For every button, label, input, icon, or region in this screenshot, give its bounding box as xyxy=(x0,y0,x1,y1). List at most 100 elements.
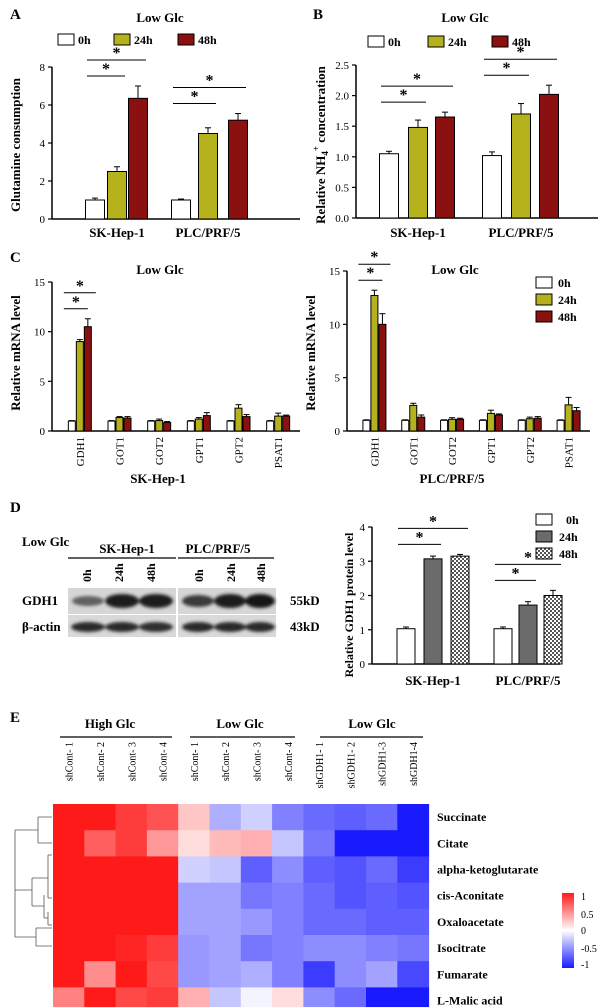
bar-0h xyxy=(67,420,76,432)
heatmap-cell xyxy=(272,987,304,1007)
heatmap-column-label: shCont- 4 xyxy=(159,742,170,781)
legend-swatch-24h xyxy=(535,293,553,306)
bar-48h xyxy=(539,93,559,219)
y-tick-label: 8 xyxy=(40,62,46,74)
significance-star: * xyxy=(366,265,374,282)
bar-0h xyxy=(226,420,235,432)
heatmap-cell xyxy=(303,856,336,884)
heatmap-dendrogram xyxy=(14,816,52,947)
legend-label-48h: 48h xyxy=(559,547,578,561)
y-tick-label: 1.5 xyxy=(335,121,349,133)
bar-48h xyxy=(417,416,426,432)
heatmap-column-label: shCont- 3 xyxy=(127,742,138,781)
blot-lane-label: 0h xyxy=(192,569,206,582)
legend-label-0h: 0h xyxy=(78,33,91,47)
heatmap-cell xyxy=(366,804,398,831)
x-tick-label: PLC/PRF/5 xyxy=(496,673,561,688)
heatmap-cell xyxy=(334,987,367,1007)
y-tick-label: 0 xyxy=(335,426,341,438)
legend-label-24h: 24h xyxy=(134,33,153,47)
panel-b-title: Low Glc xyxy=(441,10,489,25)
heatmap-cell xyxy=(272,935,304,962)
legend-a: 0h 24h 48h xyxy=(57,33,217,47)
heatmap-cell xyxy=(303,830,336,857)
significance-star: * xyxy=(113,45,121,62)
colorbar-gradient xyxy=(562,893,574,968)
heatmap-column-label: shCont- 2 xyxy=(221,742,232,781)
legend-swatch-48h xyxy=(535,547,553,560)
bar-24h xyxy=(115,417,124,432)
heatmap-row-label: Fumarate xyxy=(437,967,488,981)
blot-band xyxy=(182,622,214,632)
x-tick-label: SK-Hep-1 xyxy=(405,673,461,688)
legend-swatch-24h xyxy=(113,33,131,46)
significance-star: * xyxy=(517,44,525,61)
heatmap-cell xyxy=(146,856,179,884)
bar-48h xyxy=(128,97,148,220)
significance-star: * xyxy=(191,89,199,106)
y-tick-label: 15 xyxy=(34,277,46,289)
bar-0h xyxy=(107,420,116,432)
blot-lane-label: 48h xyxy=(144,563,158,582)
legend-c: 0h 24h 48h xyxy=(535,276,577,324)
heatmap-cell xyxy=(334,856,367,884)
heatmap-cell xyxy=(303,882,336,910)
heatmap-cell xyxy=(209,935,242,962)
heatmap-cell xyxy=(366,961,398,988)
heatmap-cell xyxy=(240,804,273,831)
bar-48h xyxy=(282,415,291,432)
legend-label-48h: 48h xyxy=(512,35,531,49)
heatmap-cell xyxy=(240,935,273,962)
x-tick-label: GOT1 xyxy=(115,437,127,465)
heatmap-cell xyxy=(303,987,336,1007)
x-tick-label: GPT1 xyxy=(486,437,498,463)
heatmap-cell xyxy=(53,987,85,1007)
colorbar-tick: 0 xyxy=(581,926,586,937)
panel-d-title: Low Glc xyxy=(22,534,70,549)
legend-label-24h: 24h xyxy=(448,35,467,49)
y-tick-label: 15 xyxy=(329,266,341,278)
x-tick-label: GPT1 xyxy=(194,437,206,463)
heatmap-cell xyxy=(240,987,273,1007)
heatmap-group-low-glc-sh: Low Glc xyxy=(348,716,396,731)
x-tick-label: PLC/PRF/5 xyxy=(489,225,554,240)
heatmap-cell xyxy=(397,961,430,988)
panel-letter-a: A xyxy=(10,7,21,23)
y-tick-label: 0.0 xyxy=(335,213,349,225)
legend-swatch-48h xyxy=(491,35,509,48)
chart-cr: 0 5 10 15 GDH1 GOT1 GOT2 GPT1 GPT2 PSAT1 ** xyxy=(329,249,590,468)
bar-24h xyxy=(107,171,127,220)
y-tick-label: 0 xyxy=(360,659,366,671)
western-blot: SK-Hep-1 PLC/PRF/5 0h 24h 48h 0h 24h 48h… xyxy=(22,541,320,637)
heatmap-cell xyxy=(397,882,430,910)
heatmap-cell xyxy=(209,882,242,910)
bar-48h xyxy=(435,116,455,219)
x-tick-label: PLC/PRF/5 xyxy=(176,225,241,240)
legend-swatch-48h xyxy=(535,310,553,323)
heatmap-cell xyxy=(240,856,273,884)
bar-0h xyxy=(186,420,195,432)
x-tick-label: SK-Hep-1 xyxy=(89,225,145,240)
legend-swatch-48h xyxy=(177,33,195,46)
y-tick-label: 1.0 xyxy=(335,152,349,164)
heatmap-cell xyxy=(240,882,273,910)
bar-24h xyxy=(423,558,443,665)
y-tick-label: 4 xyxy=(40,138,46,150)
heatmap-cell xyxy=(53,961,85,988)
bar-48h xyxy=(533,417,542,432)
bar-24h xyxy=(409,404,418,432)
bar-48h xyxy=(450,555,470,665)
legend-label-0h: 0h xyxy=(558,276,571,290)
y-tick-label: 3 xyxy=(360,556,366,568)
panel-c-right-xlabel: PLC/PRF/5 xyxy=(420,471,485,486)
legend-b: 0h 24h 48h xyxy=(367,35,531,49)
bar-24h xyxy=(194,418,203,432)
heatmap-cell xyxy=(115,961,148,988)
heatmap-cell xyxy=(84,987,117,1007)
heatmap-cell xyxy=(178,830,210,857)
bar-24h xyxy=(234,407,243,432)
panel-b-ylabel: Relative NH4+ concentration xyxy=(311,65,330,223)
y-tick-label: 2 xyxy=(40,176,46,188)
